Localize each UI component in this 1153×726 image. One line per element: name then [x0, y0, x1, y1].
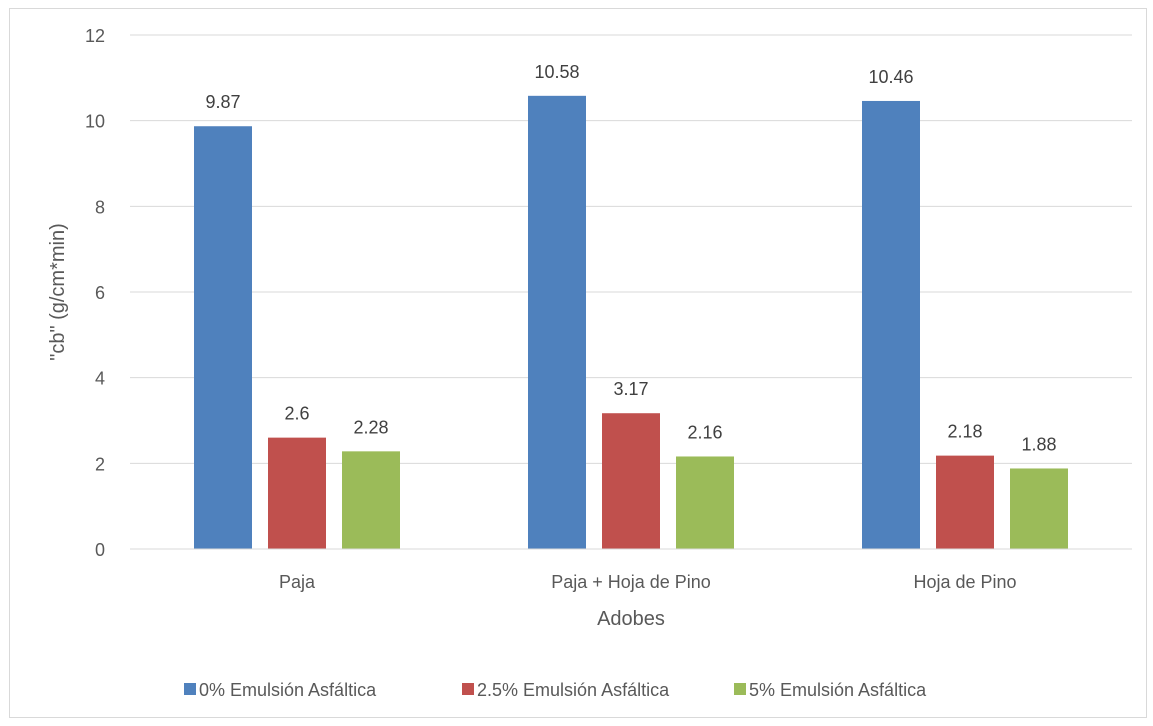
bar [342, 451, 400, 549]
data-label: 2.16 [687, 422, 722, 442]
bar [936, 455, 994, 549]
bar [862, 100, 920, 550]
y-tick-label: 0 [95, 540, 105, 560]
data-label: 2.6 [284, 404, 309, 424]
x-tick-label: Hoja de Pino [913, 572, 1016, 592]
y-tick-label: 12 [85, 26, 105, 46]
x-tick-labels: Paja Paja + Hoja de Pino Hoja de Pino [279, 572, 1017, 592]
bar [268, 437, 326, 549]
bar [676, 456, 734, 549]
bar [528, 95, 586, 549]
data-label: 9.87 [205, 92, 240, 112]
legend-label: 2.5% Emulsión Asfáltica [477, 680, 670, 700]
data-label: 3.17 [613, 379, 648, 399]
y-tick-labels: 0 2 4 6 8 10 12 [85, 26, 105, 560]
legend: 0% Emulsión Asfáltica 2.5% Emulsión Asfál… [184, 680, 927, 700]
y-tick-label: 10 [85, 112, 105, 132]
data-label: 10.58 [534, 62, 579, 82]
bar [194, 126, 252, 550]
legend-item: 2.5% Emulsión Asfáltica [462, 680, 670, 700]
bar [602, 413, 660, 549]
bars [194, 95, 1068, 550]
x-tick-label: Paja + Hoja de Pino [551, 572, 711, 592]
data-labels: 9.87 2.6 2.28 10.58 3.17 2.16 10.46 2.18 1.88 [205, 62, 1056, 455]
legend-swatch [462, 683, 474, 695]
y-tick-label: 6 [95, 283, 105, 303]
legend-label: 5% Emulsión Asfáltica [749, 680, 927, 700]
legend-label: 0% Emulsión Asfáltica [199, 680, 377, 700]
y-tick-label: 4 [95, 369, 105, 389]
data-label: 1.88 [1021, 434, 1056, 454]
legend-swatch [734, 683, 746, 695]
legend-item: 5% Emulsión Asfáltica [734, 680, 927, 700]
y-tick-label: 2 [95, 454, 105, 474]
y-tick-label: 8 [95, 197, 105, 217]
data-label: 2.28 [353, 417, 388, 437]
data-label: 2.18 [947, 422, 982, 442]
y-axis-title: "cb" (g/cm*min) [47, 223, 69, 361]
x-axis-title: Adobes [597, 608, 665, 630]
data-label: 10.46 [868, 67, 913, 87]
legend-swatch [184, 683, 196, 695]
bar [1010, 468, 1068, 549]
legend-item: 0% Emulsión Asfáltica [184, 680, 377, 700]
x-tick-label: Paja [279, 572, 316, 592]
